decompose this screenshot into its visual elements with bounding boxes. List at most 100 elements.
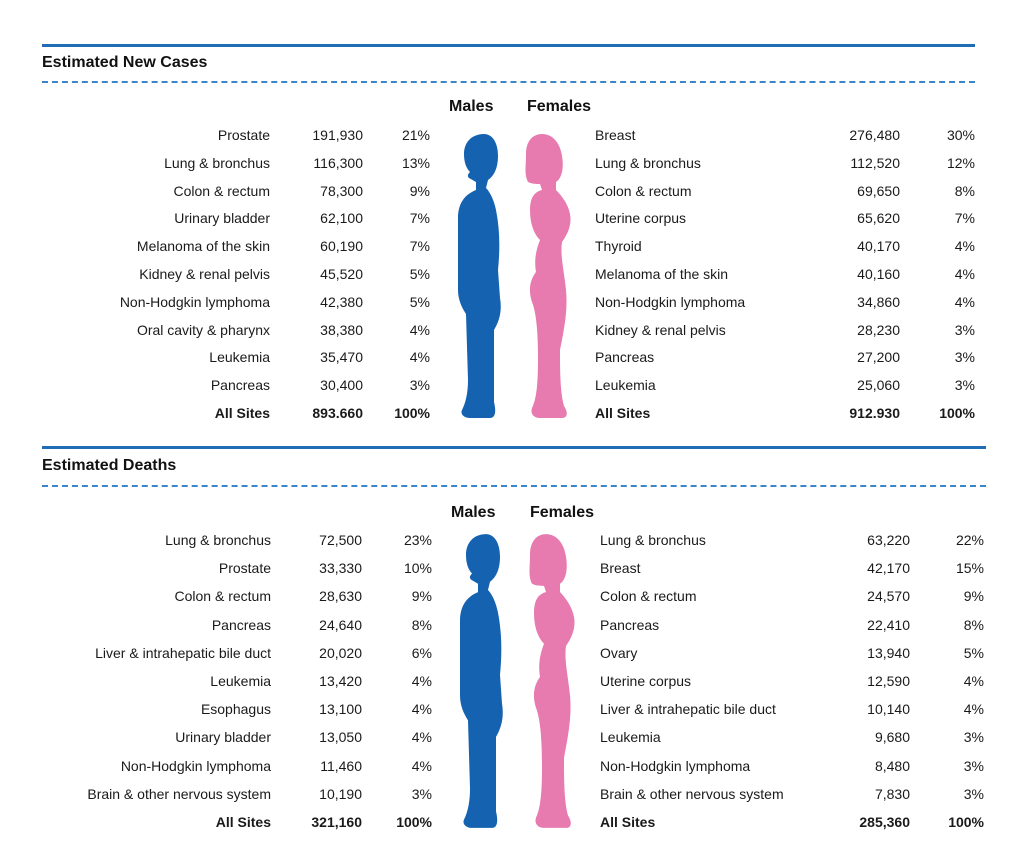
male-silhouette-icon (460, 534, 503, 828)
site-name: Colon & rectum (600, 588, 697, 605)
case-count: 191,930 (312, 127, 363, 143)
site-name: Urinary bladder (174, 210, 270, 227)
percent: 13% (401, 154, 430, 171)
site-name: All Sites (600, 814, 656, 830)
case-count: 13,940 (867, 644, 910, 661)
males-table-row: Lung & bronchus 72,500 23% (0, 530, 450, 550)
site-name: Prostate (217, 127, 270, 143)
site-name: Uterine corpus (600, 673, 692, 689)
case-count: 69,650 (857, 182, 900, 199)
site-name: Pancreas (595, 349, 655, 366)
males-total-row: All Sites 321,160 100% (0, 812, 450, 832)
case-count: 28,230 (857, 321, 900, 338)
females-table-row: Pancreas 22,410 8% (0, 615, 1024, 635)
case-count: 28,630 (319, 588, 362, 605)
females-table-row: Breast 276,480 30% (0, 125, 1024, 145)
percent: 15% (955, 560, 984, 577)
case-count: 25,060 (857, 377, 900, 394)
site-name: All Sites (215, 814, 271, 830)
case-count: 20,020 (319, 644, 362, 661)
site-name: All Sites (214, 405, 270, 421)
site-name: Kidney & renal pelvis (595, 321, 726, 338)
females-table-row: Leukemia 9,680 3% (0, 727, 1024, 747)
case-count: 13,100 (319, 701, 362, 718)
site-name: Non-Hodgkin lymphoma (119, 293, 270, 310)
females-label: Females (527, 98, 592, 115)
percent: 10% (403, 560, 432, 577)
site-name: Melanoma of the skin (595, 266, 729, 282)
males-table-row: Colon & rectum 78,300 9% (0, 181, 450, 201)
percent: 3% (954, 377, 975, 394)
case-count: 11,460 (320, 757, 362, 774)
male-silhouette-icon (458, 134, 501, 418)
males-table-row: Non-Hodgkin lymphoma 11,460 4% (0, 756, 450, 776)
males-table-row: Pancreas 24,640 8% (0, 615, 450, 635)
case-count: 62,100 (320, 210, 363, 227)
percent: 9% (963, 588, 984, 605)
percent: 9% (411, 588, 432, 605)
percent: 8% (954, 182, 975, 199)
site-name: Colon & rectum (174, 588, 271, 605)
males-table-row: Esophagus 13,100 4% (0, 699, 450, 719)
males-table-row: Urinary bladder 13,050 4% (0, 727, 450, 747)
site-name: All Sites (595, 405, 651, 421)
percent: 100% (396, 814, 432, 830)
site-name: Non-Hodgkin lymphoma (600, 757, 751, 774)
case-count: 78,300 (320, 182, 363, 199)
males-table-row: Leukemia 35,470 4% (0, 347, 450, 367)
percent: 3% (963, 729, 984, 746)
females-table-row: Breast 42,170 15% (0, 558, 1024, 578)
section-title: Estimated New Cases (42, 54, 208, 71)
percent: 4% (411, 701, 432, 718)
percent: 23% (403, 532, 432, 548)
percent: 22% (955, 532, 984, 548)
case-count: 45,520 (320, 266, 363, 282)
percent: 4% (963, 701, 984, 718)
case-count: 8,480 (874, 757, 910, 774)
males-table-row: Liver & intrahepatic bile duct 20,020 6% (0, 643, 450, 663)
female-silhouette-icon (525, 134, 571, 418)
case-count: 65,620 (857, 210, 900, 227)
case-count: 321,160 (311, 814, 362, 830)
females-table-row: Brain & other nervous system 7,830 3% (0, 784, 1024, 804)
case-count: 893.660 (312, 405, 363, 421)
males-table-row: Kidney & renal pelvis 45,520 5% (0, 264, 450, 284)
case-count: 38,380 (320, 321, 363, 338)
percent: 9% (409, 182, 430, 199)
percent: 7% (409, 210, 430, 227)
site-name: Thyroid (595, 238, 642, 255)
females-table-row: Lung & bronchus 112,520 12% (0, 153, 1024, 173)
case-count: 30,400 (320, 377, 363, 394)
females-total-row: All Sites 285,360 100% (0, 812, 1024, 832)
males-table-row: Colon & rectum 28,630 9% (0, 586, 450, 606)
deaths-section: Estimated Deaths Males Females Lung & br… (0, 440, 1024, 865)
percent: 100% (948, 814, 984, 830)
case-count: 40,170 (857, 238, 900, 255)
site-name: Uterine corpus (595, 210, 687, 227)
case-count: 7,830 (874, 785, 910, 802)
case-count: 116,300 (313, 154, 363, 171)
site-name: Breast (595, 127, 636, 143)
males-table-row: Non-Hodgkin lymphoma 42,380 5% (0, 292, 450, 312)
percent: 4% (411, 729, 432, 746)
case-count: 912.930 (849, 405, 900, 421)
case-count: 27,200 (857, 349, 900, 366)
percent: 12% (946, 154, 975, 171)
section-top-rule (42, 446, 986, 449)
percent: 4% (409, 349, 430, 366)
males-table-row: Brain & other nervous system 10,190 3% (0, 784, 450, 804)
site-name: Leukemia (210, 673, 271, 689)
females-table-row: Colon & rectum 69,650 8% (0, 181, 1024, 201)
females-table-row: Melanoma of the skin 40,160 4% (0, 264, 1024, 284)
percent: 7% (409, 238, 430, 255)
percent: 3% (411, 785, 432, 802)
case-count: 42,380 (320, 293, 363, 310)
females-table-row: Liver & intrahepatic bile duct 10,140 4% (0, 699, 1024, 719)
case-count: 40,160 (857, 266, 900, 282)
case-count: 10,140 (867, 701, 910, 718)
case-count: 9,680 (874, 729, 910, 746)
site-name: Ovary (600, 644, 638, 661)
percent: 30% (946, 127, 975, 143)
case-count: 72,500 (319, 532, 362, 548)
percent: 4% (954, 266, 975, 282)
